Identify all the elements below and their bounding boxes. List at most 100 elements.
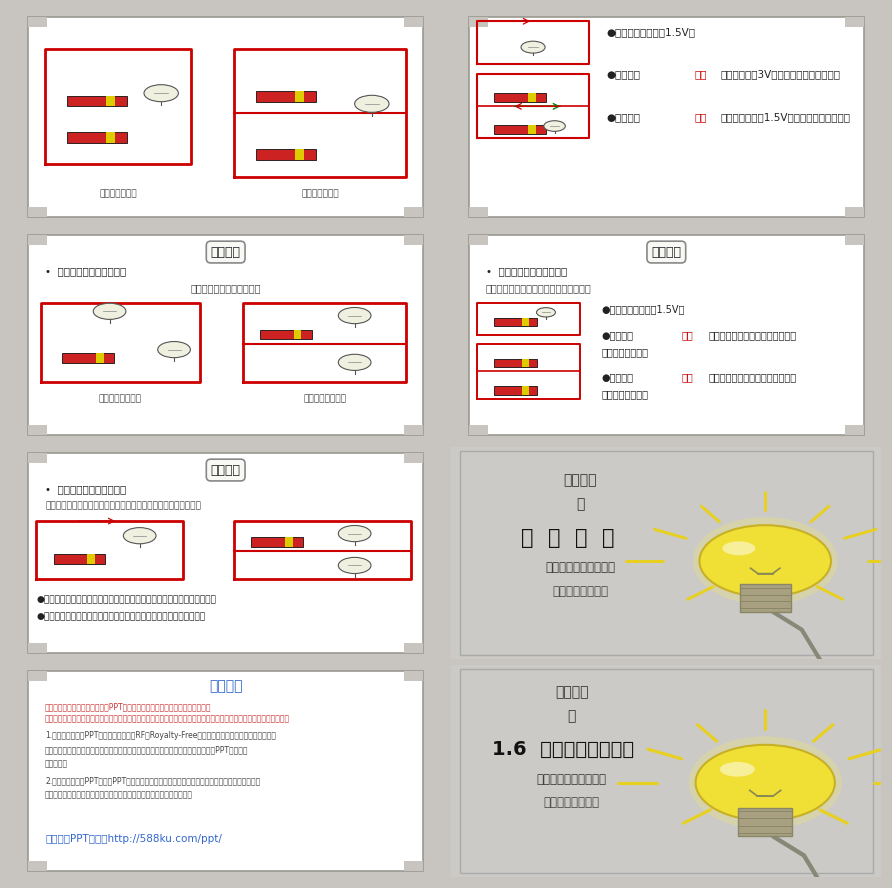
Ellipse shape: [699, 525, 831, 597]
FancyBboxPatch shape: [28, 453, 424, 653]
Text: ●两节电池: ●两节电池: [607, 112, 640, 122]
Bar: [295, 149, 304, 160]
Text: 1.6  不一样的电路连接: 1.6 不一样的电路连接: [492, 741, 634, 759]
Bar: [67, 132, 127, 142]
Bar: [260, 329, 311, 339]
Text: ●串联电路中只有一条通路，去掉一个小灯泡就形成断路，电流无法通过。: ●串联电路中只有一条通路，去掉一个小灯泡就形成断路，电流无法通过。: [37, 595, 217, 605]
Bar: [523, 359, 529, 367]
Text: 课  程  结  束: 课 程 结 束: [521, 528, 615, 548]
Bar: [54, 554, 105, 564]
FancyBboxPatch shape: [468, 17, 864, 217]
Text: ，请勿复制、传播、销售，否则将承担法律责任！千库网网站作品进行修改，解释作者子权及数据进行违法的素材除版！: ，请勿复制、传播、销售，否则将承担法律责任！千库网网站作品进行修改，解释作者子权…: [45, 714, 290, 724]
Text: 2.不得将千库网的PPT模板、PPT素材、本身用于再出售，或者出租、出借、转让、分销、发布或者: 2.不得将千库网的PPT模板、PPT素材、本身用于再出售，或者出租、出借、转让、…: [45, 776, 260, 785]
Text: 并联: 并联: [694, 112, 706, 122]
Text: •  比较两种不同的电路连接: • 比较两种不同的电路连接: [486, 266, 567, 276]
Text: 电路中灯泡两端电压与电池相同，: 电路中灯泡两端电压与电池相同，: [708, 373, 797, 383]
Circle shape: [338, 526, 371, 542]
Bar: [28, 861, 47, 871]
Text: 串联: 串联: [681, 330, 693, 340]
Bar: [106, 132, 115, 142]
Bar: [106, 96, 115, 107]
Text: 串联的两个小灯泡: 串联的两个小灯泡: [99, 394, 142, 403]
Text: 授课老师：千库网: 授课老师：千库网: [544, 797, 599, 809]
Text: ●两个灯泡: ●两个灯泡: [602, 330, 634, 340]
Circle shape: [355, 95, 389, 112]
FancyBboxPatch shape: [28, 17, 424, 217]
Bar: [468, 208, 488, 217]
Bar: [404, 235, 424, 244]
Bar: [845, 425, 864, 435]
Bar: [468, 425, 488, 435]
Ellipse shape: [723, 542, 756, 555]
Text: 第一单元: 第一单元: [555, 686, 589, 700]
Text: 电: 电: [567, 709, 576, 723]
Text: 电: 电: [576, 497, 584, 511]
Text: 教科版四年级科学下册: 教科版四年级科学下册: [537, 773, 607, 786]
Bar: [28, 425, 47, 435]
Bar: [739, 807, 792, 836]
Text: 电路中电池的电压分配给两个灯，: 电路中电池的电压分配给两个灯，: [708, 330, 797, 340]
Bar: [62, 353, 114, 362]
Bar: [252, 537, 303, 547]
Text: 两个小灯泡的不同连接方式: 两个小灯泡的不同连接方式: [190, 283, 261, 293]
Bar: [256, 91, 316, 102]
Text: 新知探究: 新知探究: [211, 464, 241, 477]
Bar: [404, 208, 424, 217]
Circle shape: [94, 303, 126, 320]
Bar: [528, 125, 535, 134]
Bar: [28, 235, 47, 244]
Bar: [95, 353, 103, 362]
Bar: [528, 93, 535, 102]
Bar: [845, 208, 864, 217]
FancyBboxPatch shape: [468, 235, 864, 435]
Circle shape: [536, 307, 556, 317]
Text: 《世界版权公约》的保护。作品的所有权、版权和著作权归于库网所有，发下载你的PPT模板素材: 《世界版权公约》的保护。作品的所有权、版权和著作权归于库网所有，发下载你的PPT…: [45, 745, 249, 754]
Bar: [295, 91, 304, 102]
Text: 感谢您下载千库网平台上提供的PPT作品，为了您和千库网以及原创作者的利益: 感谢您下载千库网平台上提供的PPT作品，为了您和千库网以及原创作者的利益: [45, 702, 211, 711]
Circle shape: [123, 527, 156, 543]
Bar: [87, 554, 95, 564]
Bar: [404, 644, 424, 653]
Bar: [256, 149, 316, 160]
Bar: [285, 537, 293, 547]
Text: 起来，电压还是1.5V，所以小灯泡不太亮。: 起来，电压还是1.5V，所以小灯泡不太亮。: [720, 112, 850, 122]
Text: 第一单元: 第一单元: [564, 473, 597, 488]
Bar: [293, 329, 301, 339]
FancyBboxPatch shape: [28, 235, 424, 435]
Circle shape: [158, 342, 190, 358]
Ellipse shape: [720, 762, 755, 777]
Bar: [494, 125, 546, 134]
Ellipse shape: [693, 517, 838, 605]
Bar: [845, 17, 864, 27]
Bar: [28, 644, 47, 653]
Bar: [28, 453, 47, 463]
Text: 作为馈赠他人使用，不得转移权、出卖、转让本协议或本协议中的权利。: 作为馈赠他人使用，不得转移权、出卖、转让本协议或本协议中的权利。: [45, 790, 193, 799]
Bar: [404, 453, 424, 463]
FancyBboxPatch shape: [460, 669, 872, 873]
Text: 更多精品PPT模板：http://588ku.com/ppt/: 更多精品PPT模板：http://588ku.com/ppt/: [45, 834, 222, 844]
Text: 1.在千库网出售的PPT模板是免版税类（RF：Royalty-Free）正版受《中国人民共和国著作权》和: 1.在千库网出售的PPT模板是免版税类（RF：Royalty-Free）正版受《…: [45, 732, 277, 741]
Circle shape: [144, 84, 178, 102]
Bar: [28, 17, 47, 27]
Bar: [468, 235, 488, 244]
Bar: [468, 17, 488, 27]
Circle shape: [338, 307, 371, 323]
Text: ●一节电池的电压是1.5V。: ●一节电池的电压是1.5V。: [607, 27, 695, 37]
Text: •  比较两种不同的电路连接: • 比较两种不同的电路连接: [45, 266, 127, 276]
Bar: [523, 319, 529, 327]
Bar: [494, 319, 537, 327]
Text: 把小灯泡串联和并联起来各有什么特点？: 把小灯泡串联和并联起来各有什么特点？: [486, 283, 591, 293]
Text: 新知探究: 新知探究: [211, 246, 241, 258]
Text: 串联的两节电池: 串联的两节电池: [99, 189, 137, 198]
Bar: [28, 208, 47, 217]
Circle shape: [544, 121, 566, 131]
Text: 所以小灯泡较暗。: 所以小灯泡较暗。: [602, 347, 648, 357]
Bar: [404, 17, 424, 27]
Bar: [404, 425, 424, 435]
Bar: [845, 235, 864, 244]
Bar: [494, 359, 537, 367]
Ellipse shape: [689, 736, 842, 829]
Text: 授课老师：千库网: 授课老师：千库网: [552, 585, 608, 598]
Text: ●并联电路中有两条通路，去掉一个小灯泡电流能从另一条通路流过。: ●并联电路中有两条通路，去掉一个小灯泡电流能从另一条通路流过。: [37, 613, 206, 622]
Text: 版权声明: 版权声明: [209, 679, 243, 693]
